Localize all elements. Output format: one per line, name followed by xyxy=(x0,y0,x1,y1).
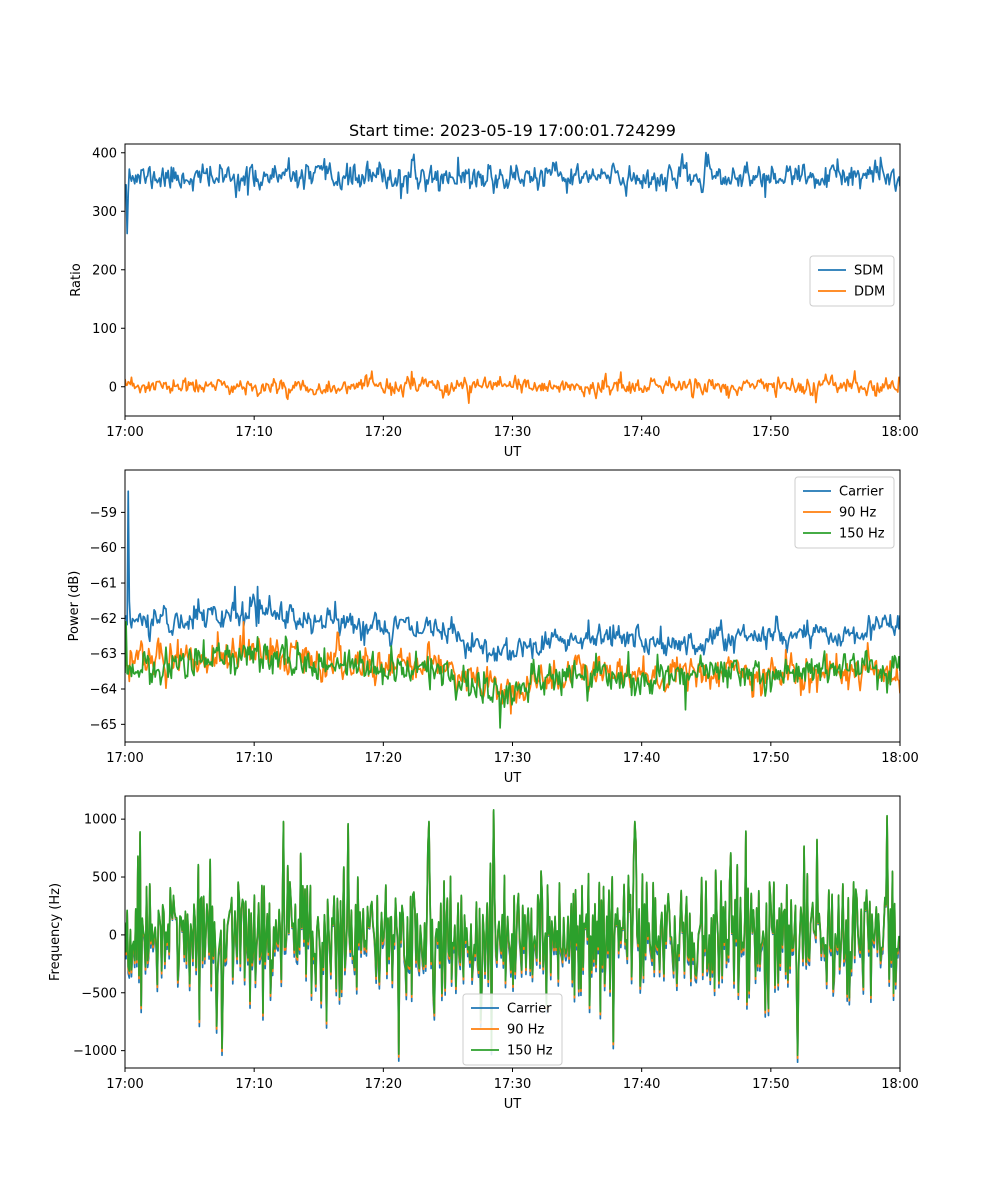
legend-box xyxy=(794,476,895,549)
y-axis-label: Power (dB) xyxy=(67,571,82,642)
x-axis-label: UT xyxy=(504,445,522,460)
y-tick-label: 400 xyxy=(92,146,117,161)
x-tick-label: 18:00 xyxy=(881,751,918,766)
x-tick-label: 17:40 xyxy=(623,751,660,766)
y-tick-label: −62 xyxy=(90,612,117,627)
legend-label: Carrier xyxy=(507,1002,552,1017)
x-tick-label: 17:00 xyxy=(106,1077,143,1092)
y-tick-label: 300 xyxy=(92,205,117,220)
legend-label: 150 Hz xyxy=(507,1044,553,1059)
y-axis-label: Ratio xyxy=(69,263,84,296)
chart-title: Start time: 2023-05-19 17:00:01.724299 xyxy=(349,121,676,140)
legend-box xyxy=(809,255,895,307)
x-tick-label: 17:10 xyxy=(235,751,272,766)
y-tick-label: 0 xyxy=(109,380,117,395)
y-tick-label: 1000 xyxy=(84,813,117,828)
plot-area-power: 17:00 17:10 17:20 17:30 17:40 17:50 18:00 −65 −6… xyxy=(90,469,919,766)
plot-area-ratio: 17:00 17:10 17:20 17:30 17:40 17:50 18:00 0 100 2… xyxy=(92,143,919,440)
legend-box xyxy=(462,993,563,1066)
y-tick-label: −60 xyxy=(90,541,117,556)
series-line-carrier xyxy=(125,490,900,663)
plot-area-frequency: 17:00 17:10 17:20 17:30 17:40 17:50 18:00 −1000… xyxy=(73,795,919,1092)
series-line-150-hz xyxy=(125,809,900,1057)
y-tick-label: 200 xyxy=(92,263,117,278)
legend-label: Carrier xyxy=(839,485,884,500)
series-line-ddm xyxy=(125,370,900,404)
axes-frame xyxy=(124,469,901,743)
legend-label: SDM xyxy=(854,264,883,279)
y-tick-label: −65 xyxy=(90,718,117,733)
x-tick-label: 17:50 xyxy=(752,425,789,440)
subplot-power: 17:00 17:10 17:20 17:30 17:40 17:50 18:00 −65 −6… xyxy=(67,469,919,786)
y-tick-label: −64 xyxy=(90,683,117,698)
y-tick-label: 100 xyxy=(92,322,117,337)
y-tick-label: −1000 xyxy=(73,1044,117,1059)
x-tick-label: 17:30 xyxy=(494,425,531,440)
y-axis-label: Frequency (Hz) xyxy=(48,883,63,981)
y-tick-label: 500 xyxy=(92,871,117,886)
subplot-ratio: Start time: 2023-05-19 17:00:01.724299 1… xyxy=(69,121,919,460)
x-axis-label: UT xyxy=(504,771,522,786)
x-tick-label: 17:00 xyxy=(106,751,143,766)
series-line-sdm xyxy=(125,151,900,235)
legend-label: 90 Hz xyxy=(507,1023,544,1038)
x-axis-label: UT xyxy=(504,1097,522,1112)
x-tick-label: 17:30 xyxy=(494,751,531,766)
subplot-frequency: 17:00 17:10 17:20 17:30 17:40 17:50 18:00 −1000… xyxy=(48,795,919,1112)
y-tick-label: −63 xyxy=(90,647,117,662)
x-tick-label: 18:00 xyxy=(881,425,918,440)
axes-frame xyxy=(124,795,901,1069)
x-tick-label: 17:40 xyxy=(623,1077,660,1092)
x-tick-label: 17:30 xyxy=(494,1077,531,1092)
x-tick-label: 17:20 xyxy=(365,751,402,766)
axes-frame xyxy=(124,143,901,417)
y-tick-label: 0 xyxy=(109,928,117,943)
y-tick-label: −61 xyxy=(90,577,117,592)
y-tick-label: −59 xyxy=(90,506,117,521)
x-tick-label: 17:40 xyxy=(623,425,660,440)
x-tick-label: 17:50 xyxy=(752,751,789,766)
x-tick-label: 17:10 xyxy=(235,425,272,440)
legend-label: 90 Hz xyxy=(839,506,876,521)
x-tick-label: 17:10 xyxy=(235,1077,272,1092)
legend-label: DDM xyxy=(854,285,885,300)
series-line-150-hz xyxy=(125,621,900,729)
x-tick-label: 17:20 xyxy=(365,1077,402,1092)
x-tick-label: 17:20 xyxy=(365,425,402,440)
y-tick-label: −500 xyxy=(81,986,117,1001)
x-tick-label: 17:00 xyxy=(106,425,143,440)
x-tick-label: 17:50 xyxy=(752,1077,789,1092)
legend-label: 150 Hz xyxy=(839,527,885,542)
x-tick-label: 18:00 xyxy=(881,1077,918,1092)
